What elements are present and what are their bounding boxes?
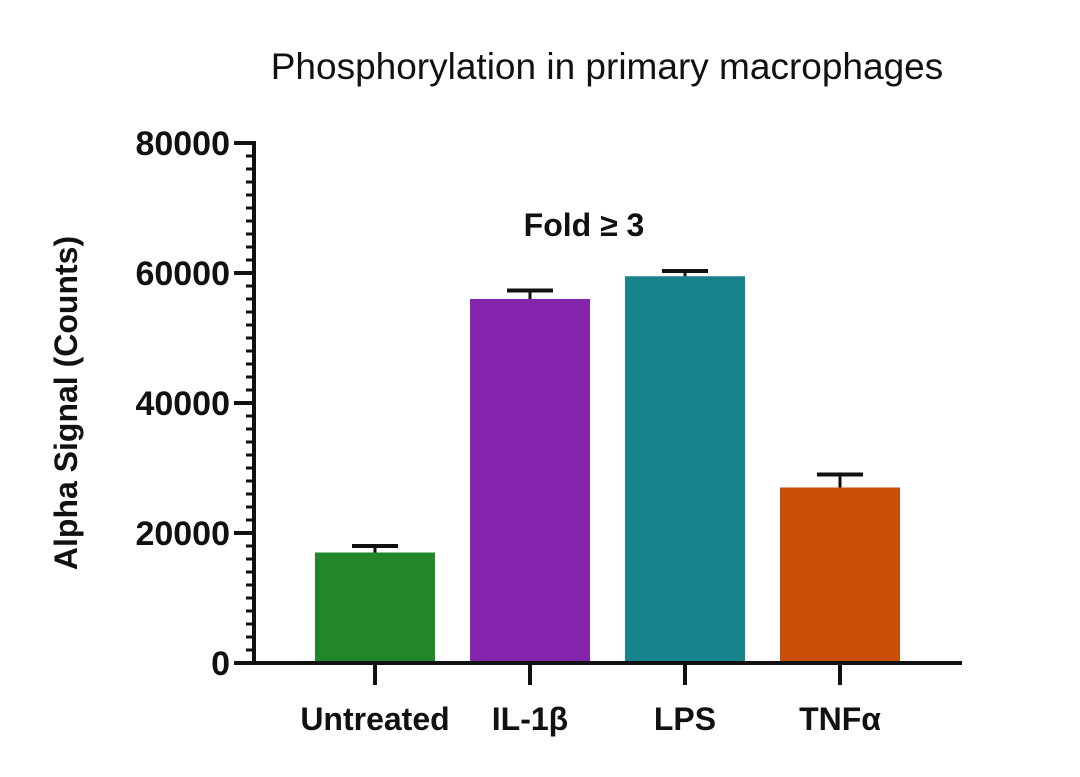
y-tick-label-2: 40000 bbox=[135, 385, 230, 423]
x-tick-label-2: LPS bbox=[654, 701, 716, 737]
y-tick-label-3: 60000 bbox=[135, 255, 230, 293]
y-axis-label: Alpha Signal (Counts) bbox=[48, 236, 84, 570]
y-tick-label-1: 20000 bbox=[135, 515, 230, 553]
fold-annotation: Fold ≥ 3 bbox=[524, 207, 645, 243]
bar-3 bbox=[780, 487, 900, 663]
bar-1 bbox=[470, 299, 590, 663]
bar-0 bbox=[315, 552, 435, 663]
bar-2 bbox=[625, 276, 745, 663]
x-axis: Untreated IL-1β LPS TNFα bbox=[252, 661, 962, 737]
y-tick-label-0: 0 bbox=[211, 645, 230, 683]
x-tick-label-1: IL-1β bbox=[492, 701, 568, 737]
x-tick-label-3: TNFα bbox=[799, 701, 881, 737]
x-tick-label-0: Untreated bbox=[300, 701, 449, 737]
chart-title: Phosphorylation in primary macrophages bbox=[271, 46, 944, 87]
y-tick-label-4: 80000 bbox=[135, 125, 230, 163]
bars-group bbox=[315, 269, 900, 663]
y-axis: 0 20000 40000 60000 80000 bbox=[135, 125, 256, 683]
